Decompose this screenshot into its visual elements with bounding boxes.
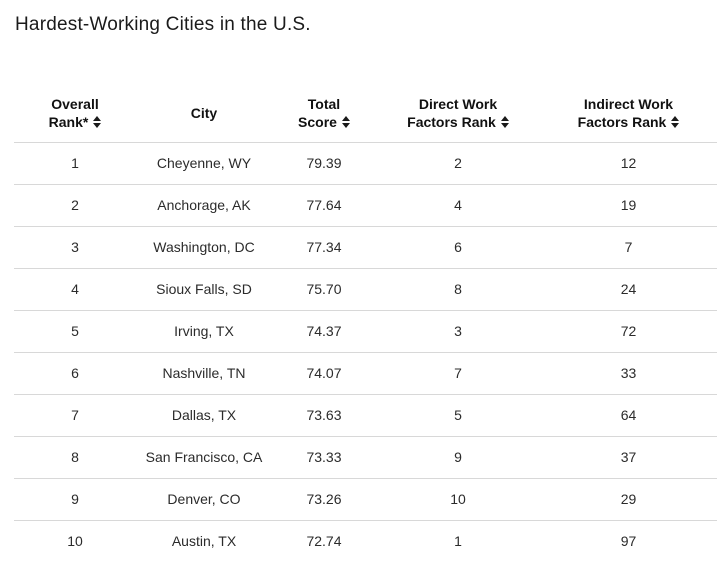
- hardest-working-cities-table: Overall Rank* City Total Score Direct Wo…: [14, 84, 717, 561]
- table-row: 7 Dallas, TX 73.63 5 64: [14, 394, 717, 437]
- cell-direct-rank: 3: [376, 310, 540, 353]
- cell-overall-rank: 8: [14, 436, 136, 479]
- cell-city: San Francisco, CA: [136, 436, 272, 479]
- sort-arrows-icon[interactable]: [93, 116, 102, 129]
- cell-direct-rank: 5: [376, 394, 540, 437]
- cell-total-score: 73.26: [272, 478, 376, 521]
- cell-indirect-rank: 7: [540, 226, 717, 269]
- cell-overall-rank: 2: [14, 184, 136, 227]
- cell-total-score: 79.39: [272, 142, 376, 185]
- cell-city: Austin, TX: [171, 533, 237, 550]
- cell-city: Irving, TX: [136, 310, 272, 353]
- column-header-city: City: [136, 84, 272, 143]
- table-row: 4 Sioux Falls, SD 75.70 8 24: [14, 268, 717, 311]
- cell-total-score: 77.64: [272, 184, 376, 227]
- cell-indirect-rank: 33: [540, 352, 717, 395]
- cell-direct-rank: 6: [376, 226, 540, 269]
- cell-total-score: 74.07: [272, 352, 376, 395]
- column-header-label: Overall: [51, 95, 99, 112]
- cell-total-score: 77.34: [272, 226, 376, 269]
- cell-indirect-rank: 97: [620, 533, 637, 550]
- cell-direct-rank: 7: [376, 352, 540, 395]
- cell-total-score: 74.37: [272, 310, 376, 353]
- cell-overall-rank: 9: [14, 478, 136, 521]
- table-body: 1 Cheyenne, WY 79.39 2 12 2 Anchorage, A…: [14, 142, 717, 561]
- table-row: 8 San Francisco, CA 73.33 9 37: [14, 436, 717, 479]
- table-row: 3 Washington, DC 77.34 6 7: [14, 226, 717, 269]
- table-row: 9 Denver, CO 73.26 10 29: [14, 478, 717, 521]
- page-title: Hardest-Working Cities in the U.S.: [15, 14, 311, 35]
- cell-overall-rank: 4: [14, 268, 136, 311]
- column-header-indirect-work-factors-rank[interactable]: Indirect Work Factors Rank: [540, 84, 717, 143]
- table-row: 1 Cheyenne, WY 79.39 2 12: [14, 142, 717, 185]
- header-row: Overall Rank* City Total Score Direct Wo…: [14, 84, 717, 143]
- table-row: 5 Irving, TX 74.37 3 72: [14, 310, 717, 353]
- cell-direct-rank: 4: [376, 184, 540, 227]
- cell-city: Nashville, TN: [136, 352, 272, 395]
- cell-overall-rank: 1: [14, 142, 136, 185]
- cell-city: Cheyenne, WY: [136, 142, 272, 185]
- table-row: 10 Austin, TX 72.74 1 97: [14, 520, 717, 561]
- cell-overall-rank: 5: [14, 310, 136, 353]
- column-header-label: Indirect Work: [583, 95, 674, 112]
- cell-indirect-rank: 19: [540, 184, 717, 227]
- column-header-direct-work-factors-rank[interactable]: Direct Work Factors Rank: [376, 84, 540, 143]
- cell-direct-rank: 2: [376, 142, 540, 185]
- table-row: 2 Anchorage, AK 77.64 4 19: [14, 184, 717, 227]
- sort-arrows-icon[interactable]: [671, 116, 680, 129]
- column-header-label: City: [190, 104, 218, 121]
- cell-direct-rank: 10: [376, 478, 540, 521]
- cell-city: Washington, DC: [136, 226, 272, 269]
- table-row: 6 Nashville, TN 74.07 7 33: [14, 352, 717, 395]
- column-header-label: Direct Work: [418, 95, 498, 112]
- cell-indirect-rank: 72: [540, 310, 717, 353]
- cell-overall-rank: 3: [14, 226, 136, 269]
- cell-direct-rank: 9: [376, 436, 540, 479]
- column-header-label: Score: [298, 113, 337, 130]
- column-header-label: Total: [307, 95, 341, 112]
- cell-overall-rank: 6: [14, 352, 136, 395]
- column-header-total-score[interactable]: Total Score: [272, 84, 376, 143]
- sort-arrows-icon[interactable]: [500, 116, 509, 129]
- cell-total-score: 75.70: [272, 268, 376, 311]
- cell-indirect-rank: 29: [540, 478, 717, 521]
- column-header-overall-rank[interactable]: Overall Rank*: [14, 84, 136, 143]
- column-header-label: Rank*: [48, 113, 89, 130]
- cell-overall-rank: 10: [67, 533, 83, 550]
- cell-city: Anchorage, AK: [136, 184, 272, 227]
- column-header-label: Factors Rank: [407, 113, 496, 130]
- cell-indirect-rank: 24: [540, 268, 717, 311]
- cell-city: Denver, CO: [136, 478, 272, 521]
- cell-city: Sioux Falls, SD: [136, 268, 272, 311]
- column-header-label: Factors Rank: [577, 113, 667, 130]
- cell-indirect-rank: 37: [540, 436, 717, 479]
- cell-direct-rank: 8: [376, 268, 540, 311]
- cell-city: Dallas, TX: [136, 394, 272, 437]
- cell-total-score: 73.63: [272, 394, 376, 437]
- sort-arrows-icon[interactable]: [341, 116, 350, 129]
- cell-indirect-rank: 12: [540, 142, 717, 185]
- cell-overall-rank: 7: [14, 394, 136, 437]
- cell-total-score: 72.74: [306, 533, 342, 550]
- cell-total-score: 73.33: [272, 436, 376, 479]
- cell-direct-rank: 1: [454, 533, 462, 550]
- cell-indirect-rank: 64: [540, 394, 717, 437]
